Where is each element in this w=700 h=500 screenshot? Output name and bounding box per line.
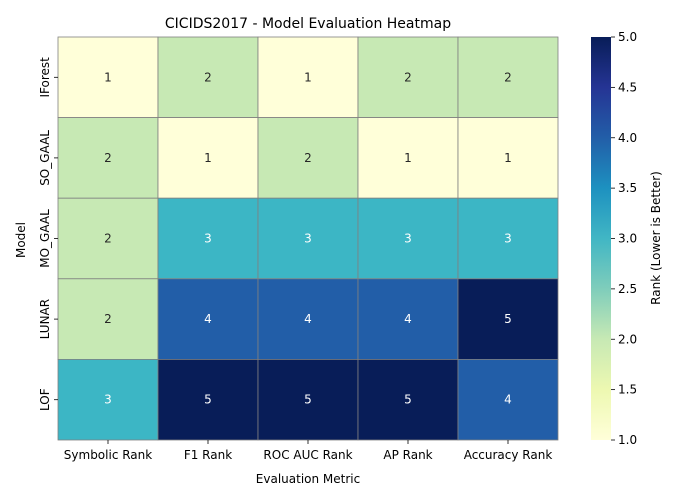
cell-value-label: 3 — [204, 232, 212, 246]
heatmap-cells — [57, 36, 559, 441]
y-tick-label: LOF — [38, 388, 52, 411]
colorbar-tick-label: 4.0 — [618, 131, 637, 145]
heatmap-cell — [157, 278, 259, 360]
cell-value-label: 1 — [404, 151, 412, 165]
y-axis-label: Model — [14, 222, 28, 258]
colorbar-label: Rank (Lower is Better) — [649, 171, 663, 305]
cell-value-label: 1 — [304, 70, 312, 84]
heatmap-cell — [257, 197, 359, 280]
cell-value-label: 3 — [404, 232, 412, 246]
y-tick-label: LUNAR — [38, 299, 52, 339]
colorbar-ticks: 1.0 1.5 2.0 2.5 3.0 3.5 4.0 4.5 5.0 — [611, 30, 637, 447]
y-tick-label: MO_GAAL — [38, 209, 52, 268]
y-tick-label: IForest — [38, 57, 52, 98]
cell-value-label: 5 — [504, 312, 512, 326]
heatmap-cell — [157, 197, 259, 280]
cell-value-label: 4 — [504, 393, 512, 407]
heatmap-cell — [257, 117, 359, 199]
chart-title: CICIDS2017 - Model Evaluation Heatmap — [165, 16, 451, 32]
x-axis-ticks: Symbolic Rank F1 Rank ROC AUC Rank AP Rank A… — [64, 440, 553, 462]
heatmap-cell — [57, 36, 159, 118]
cell-value-label: 1 — [104, 70, 112, 84]
cell-value-label: 3 — [104, 393, 112, 407]
cell-value-label: 2 — [304, 151, 312, 165]
cell-value-label: 2 — [504, 70, 512, 84]
colorbar-tick-label: 3.5 — [618, 181, 637, 195]
colorbar-tick-label: 1.0 — [618, 433, 637, 447]
cell-value-label: 5 — [204, 393, 212, 407]
cell-value-label: 1 — [504, 151, 512, 165]
cell-value-label: 3 — [304, 232, 312, 246]
x-tick-label: F1 Rank — [184, 448, 232, 462]
heatmap-cell — [157, 36, 259, 118]
colorbar-tick-label: 2.5 — [618, 282, 637, 296]
x-tick-label: ROC AUC Rank — [263, 448, 352, 462]
y-axis-ticks: IForest SO_GAAL MO_GAAL LUNAR LOF — [38, 57, 58, 411]
cell-value-label: 4 — [404, 312, 412, 326]
cell-value-label: 2 — [204, 70, 212, 84]
heatmap-cell — [457, 278, 559, 360]
cell-value-label: 3 — [504, 232, 512, 246]
cell-value-label: 2 — [104, 232, 112, 246]
cell-value-label: 5 — [404, 393, 412, 407]
cell-value-label: 5 — [304, 393, 312, 407]
colorbar-tick-label: 4.5 — [618, 80, 637, 94]
heatmap-cell — [57, 117, 159, 199]
colorbar-tick-label: 2.0 — [618, 332, 637, 346]
heatmap-cell — [457, 36, 559, 118]
colorbar-tick-label: 1.5 — [618, 383, 637, 397]
heatmap-cell — [357, 278, 459, 360]
cell-value-label: 2 — [104, 312, 112, 326]
colorbar: 1.0 1.5 2.0 2.5 3.0 3.5 4.0 4.5 5.0 Rank (Lower … — [591, 30, 663, 447]
heatmap-cell — [357, 36, 459, 118]
colorbar-tick-label: 5.0 — [618, 30, 637, 44]
heatmap-cell — [57, 358, 159, 441]
heatmap-cell — [157, 358, 259, 441]
colorbar-tick-label: 3.0 — [618, 232, 637, 246]
heatmap-cell-labels: 1 2 1 2 2 2 1 2 1 1 2 3 3 3 3 2 4 4 4 5 3 5 5 5 4 — [104, 70, 512, 406]
cell-value-label: 4 — [304, 312, 312, 326]
heatmap-cell — [457, 117, 559, 199]
heatmap-cell — [257, 358, 359, 441]
heatmap-cell — [257, 278, 359, 360]
x-tick-label: Symbolic Rank — [64, 448, 152, 462]
y-tick-label: SO_GAAL — [38, 130, 52, 186]
x-axis-label: Evaluation Metric — [256, 472, 360, 486]
x-tick-label: Accuracy Rank — [464, 448, 553, 462]
heatmap-cell — [357, 197, 459, 280]
heatmap-cell — [457, 358, 559, 441]
x-tick-label: AP Rank — [383, 448, 432, 462]
cell-value-label: 2 — [404, 70, 412, 84]
heatmap-cell — [457, 197, 559, 280]
cell-value-label: 4 — [204, 312, 212, 326]
colorbar-gradient — [591, 37, 611, 440]
cell-value-label: 1 — [204, 151, 212, 165]
heatmap-cell — [257, 36, 359, 118]
cell-value-label: 2 — [104, 151, 112, 165]
